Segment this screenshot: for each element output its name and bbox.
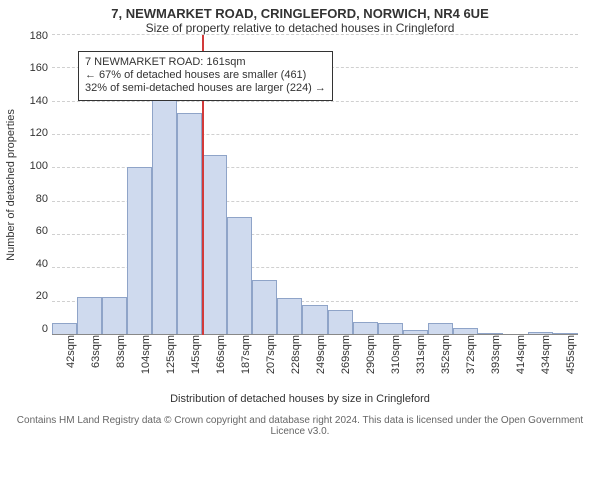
histogram-bar: [152, 90, 177, 335]
x-tick: 455sqm: [553, 335, 578, 391]
x-tick: 166sqm: [202, 335, 227, 391]
annotation-box: 7 NEWMARKET ROAD: 161sqm ← 67% of detach…: [78, 51, 333, 101]
x-tick: 414sqm: [503, 335, 528, 391]
x-tick: 83sqm: [102, 335, 127, 391]
x-tick: 187sqm: [227, 335, 252, 391]
histogram-bar: [227, 217, 252, 335]
y-tick: 180: [30, 30, 48, 63]
chart-title: 7, NEWMARKET ROAD, CRINGLEFORD, NORWICH,…: [0, 0, 600, 21]
y-tick: 140: [30, 95, 48, 128]
y-tick: 60: [36, 225, 48, 258]
y-tick: 100: [30, 160, 48, 193]
y-axis-ticks: 180160140120100806040200: [22, 35, 52, 335]
footnote: Contains HM Land Registry data © Crown c…: [0, 415, 600, 437]
histogram-bar: [77, 297, 102, 335]
y-tick: 80: [36, 193, 48, 226]
x-tick: 63sqm: [77, 335, 102, 391]
annotation-line-1: 7 NEWMARKET ROAD: 161sqm: [85, 56, 326, 69]
x-tick: 290sqm: [353, 335, 378, 391]
histogram-bar: [353, 322, 378, 335]
x-tick: 352sqm: [428, 335, 453, 391]
histogram-bar: [252, 280, 277, 335]
x-tick: 42sqm: [52, 335, 77, 391]
annotation-line-2: ← 67% of detached houses are smaller (46…: [85, 69, 326, 82]
x-tick: 310sqm: [378, 335, 403, 391]
y-tick: 40: [36, 258, 48, 291]
histogram-bar: [127, 167, 152, 335]
x-tick: 125sqm: [152, 335, 177, 391]
histogram-bar: [177, 113, 202, 335]
x-tick: 331sqm: [403, 335, 428, 391]
chart-area: Number of detached properties 1801601401…: [0, 35, 600, 335]
x-tick: 249sqm: [302, 335, 327, 391]
y-tick: 20: [36, 290, 48, 323]
x-tick: 393sqm: [478, 335, 503, 391]
x-axis-label: Distribution of detached houses by size …: [0, 393, 600, 405]
y-tick: 0: [42, 323, 48, 335]
histogram-bar: [302, 305, 327, 335]
histogram-bar: [277, 298, 302, 335]
y-axis-label-wrap: Number of detached properties: [0, 35, 22, 335]
plot-region: 7 NEWMARKET ROAD: 161sqm ← 67% of detach…: [52, 35, 578, 335]
chart-subtitle: Size of property relative to detached ho…: [0, 21, 600, 35]
y-tick: 120: [30, 127, 48, 160]
x-tick: 269sqm: [328, 335, 353, 391]
x-tick: 145sqm: [177, 335, 202, 391]
x-tick: 434sqm: [528, 335, 553, 391]
y-axis-label: Number of detached properties: [5, 109, 17, 261]
histogram-bar: [328, 310, 353, 335]
histogram-bar: [102, 297, 127, 335]
histogram-bar: [202, 155, 227, 335]
x-tick: 104sqm: [127, 335, 152, 391]
x-tick: 207sqm: [252, 335, 277, 391]
annotation-line-3: 32% of semi-detached houses are larger (…: [85, 82, 326, 95]
x-tick: 228sqm: [277, 335, 302, 391]
x-axis-ticks: 42sqm63sqm83sqm104sqm125sqm145sqm166sqm1…: [52, 335, 578, 391]
y-tick: 160: [30, 62, 48, 95]
x-tick: 372sqm: [453, 335, 478, 391]
